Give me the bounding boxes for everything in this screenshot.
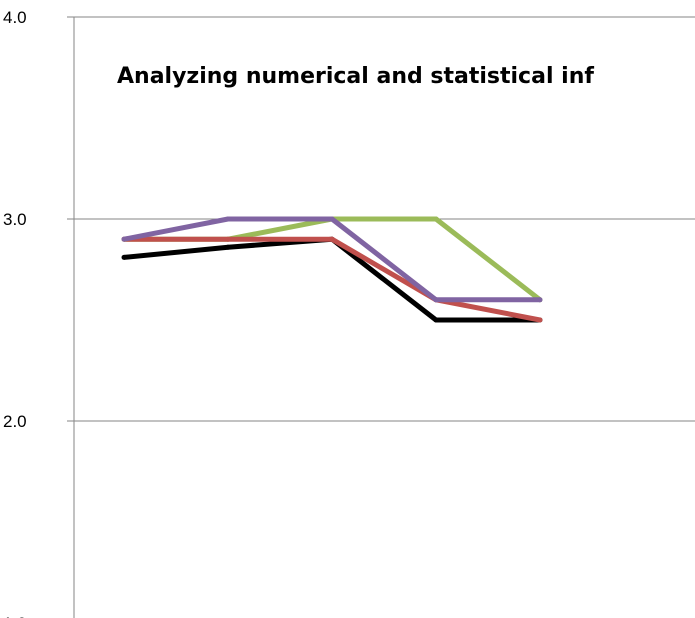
data-point <box>225 216 231 222</box>
series-line-4 <box>123 216 540 303</box>
y-axis-ticks: 1.0 2.0 3.0 4.0 <box>3 8 74 618</box>
data-point <box>537 297 543 303</box>
data-point <box>225 236 231 242</box>
data-point <box>329 216 335 222</box>
data-point <box>121 254 127 260</box>
data-point <box>537 317 543 323</box>
y-tick-label: 3.0 <box>3 210 27 229</box>
data-point <box>433 297 439 303</box>
series-points-4 <box>121 216 543 303</box>
gridlines <box>74 16 695 422</box>
data-point <box>329 236 335 242</box>
data-point <box>225 244 231 250</box>
data-point <box>433 317 439 323</box>
data-point <box>121 236 127 242</box>
y-tick-label: 1.0 <box>3 614 27 618</box>
data-point <box>433 216 439 222</box>
series-line-2 <box>124 216 542 302</box>
series-lines <box>121 216 543 323</box>
chart-title: Analyzing numerical and statistical inf <box>117 64 594 89</box>
y-tick-label: 2.0 <box>3 412 27 431</box>
y-tick-label: 4.0 <box>3 8 27 27</box>
